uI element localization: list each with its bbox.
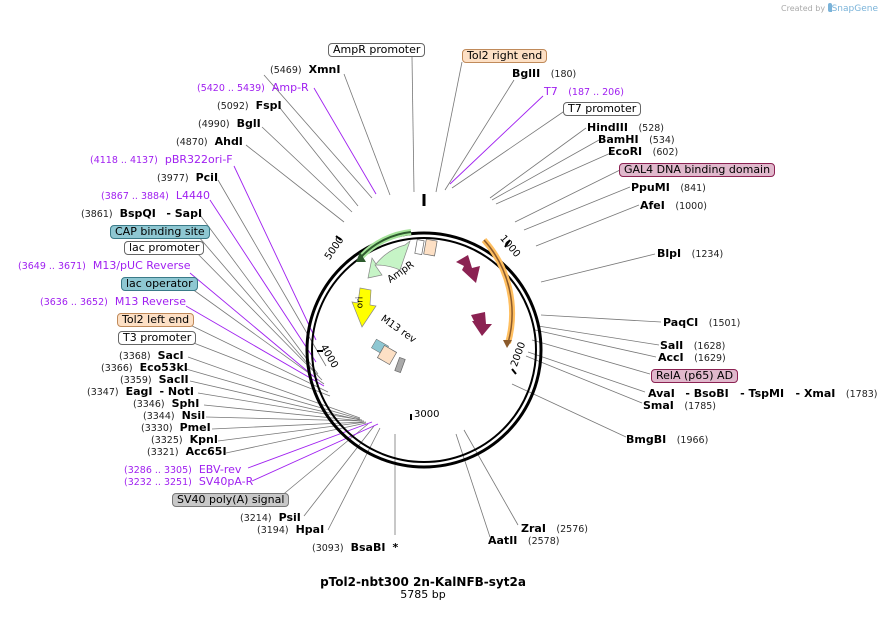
enzyme-eagi-noti[interactable]: (3347) EagI - NotI — [87, 385, 195, 398]
primer-m13-reverse[interactable]: (3636 .. 3652) M13 Reverse — [40, 295, 187, 308]
backbone-outer — [305, 231, 543, 469]
feature-cap-binding-site[interactable]: CAP binding site — [110, 225, 210, 239]
feature-ampr-promoter[interactable]: AmpR promoter — [328, 43, 426, 57]
enzyme-hpai[interactable]: (3194) HpaI — [257, 523, 325, 536]
enzyme-pcii[interactable]: (3977) PciI — [157, 171, 219, 184]
enzyme-eco53ki[interactable]: (3366) Eco53kI — [101, 361, 188, 374]
enzyme-xmni[interactable]: (5469) XmnI — [270, 63, 341, 76]
gal4-cds-arrow — [456, 255, 480, 283]
enzyme-sali[interactable]: SalI (1628) — [660, 339, 726, 352]
primer-l4440[interactable]: (3867 .. 3884) L4440 — [101, 189, 210, 202]
enzyme-pmei[interactable]: (3330) PmeI — [141, 421, 211, 434]
snapgene-credit: Created by SnapGene — [781, 3, 878, 14]
enzyme-saci[interactable]: (3368) SacI — [119, 349, 184, 362]
feature-rela-ad[interactable]: RelA (p65) AD — [651, 369, 739, 383]
feature-lac-operator[interactable]: lac operator — [121, 277, 198, 291]
tick-label: 3000 — [414, 409, 440, 420]
feature-tol2-right-end[interactable]: Tol2 right end — [462, 49, 548, 63]
enzyme-ahdi[interactable]: (4870) AhdI — [176, 135, 243, 148]
enzyme-bsabi[interactable]: (3093) BsaBI * — [312, 541, 399, 554]
enzyme-afei[interactable]: AfeI (1000) — [640, 199, 707, 212]
rela-cds-arrow — [471, 312, 492, 336]
plasmid-length: 5785 bp — [400, 588, 446, 601]
enzyme-ppumi[interactable]: PpuMI (841) — [631, 181, 706, 194]
enzyme-bmgbi[interactable]: BmgBI (1966) — [626, 433, 709, 446]
primer-lines — [185, 87, 544, 482]
enzyme-paqci[interactable]: PaqCI (1501) — [663, 316, 741, 329]
enzyme-avai-group[interactable]: AvaI - BsoBI - TspMI - XmaI (1783) — [648, 387, 878, 400]
enzyme-kpni[interactable]: (3325) KpnI — [151, 433, 218, 446]
primer-t7[interactable]: T7 (187 .. 206) — [544, 85, 624, 98]
enzyme-ecori[interactable]: EcoRI (602) — [608, 145, 679, 158]
backbone-inner — [311, 237, 537, 463]
primer-m13-puc-reverse[interactable]: (3649 .. 3671) M13/pUC Reverse — [18, 259, 191, 272]
enzyme-bamhi[interactable]: BamHI (534) — [598, 133, 675, 146]
enzyme-acci[interactable]: AccI (1629) — [658, 351, 726, 364]
feature-lac-promoter[interactable]: lac promoter — [124, 241, 205, 255]
enzyme-bspqi-sapi[interactable]: (3861) BspQI - SapI — [81, 207, 203, 220]
enzyme-zrai[interactable]: ZraI (2576) — [521, 522, 589, 535]
ori-inner-label: ori — [355, 296, 366, 309]
feature-sv40-polya-signal[interactable]: SV40 poly(A) signal — [172, 493, 290, 507]
enzyme-acc65i[interactable]: (3321) Acc65I — [147, 445, 227, 458]
plasmid-name: pTol2-nbt300 2n-KalNFB-syt2a — [320, 575, 526, 589]
feature-t3-promoter[interactable]: T3 promoter — [118, 331, 197, 345]
primer-pbr322ori-f[interactable]: (4118 .. 4137) pBR322ori-F — [90, 153, 233, 166]
feature-tol2-left-end[interactable]: Tol2 left end — [117, 313, 195, 327]
enzyme-sphi[interactable]: (3346) SphI — [133, 397, 200, 410]
enzyme-smai[interactable]: SmaI (1785) — [643, 399, 716, 412]
enzyme-bgli[interactable]: (4990) BglI — [198, 117, 261, 130]
enzyme-fspi[interactable]: (5092) FspI — [217, 99, 282, 112]
scale-ticks — [317, 235, 517, 420]
enzyme-psii[interactable]: (3214) PsiI — [240, 511, 301, 524]
enzyme-bglii[interactable]: BglII (180) — [512, 67, 577, 80]
feature-t7-promoter[interactable]: T7 promoter — [563, 102, 642, 116]
primer-sv40pa-r[interactable]: (3232 .. 3251) SV40pA-R — [124, 475, 254, 488]
enzyme-sacii[interactable]: (3359) SacII — [120, 373, 189, 386]
primer-amp-r[interactable]: (5420 .. 5439) Amp-R — [197, 81, 309, 94]
primer-ebv-rev[interactable]: (3286 .. 3305) EBV-rev — [124, 463, 242, 476]
enzyme-hindiii[interactable]: HindIII (528) — [587, 121, 665, 134]
enzyme-aatii[interactable]: AatII (2578) — [488, 534, 560, 547]
enzyme-blpi[interactable]: BlpI (1234) — [657, 247, 724, 260]
ampr-feature-arrow — [367, 239, 411, 279]
snapgene-logo-icon — [827, 3, 832, 12]
ori-feature-arrow — [351, 287, 377, 328]
feature-gal4-dna-binding-domain[interactable]: GAL4 DNA binding domain — [619, 163, 776, 177]
enzyme-nsii[interactable]: (3344) NsiI — [143, 409, 206, 422]
